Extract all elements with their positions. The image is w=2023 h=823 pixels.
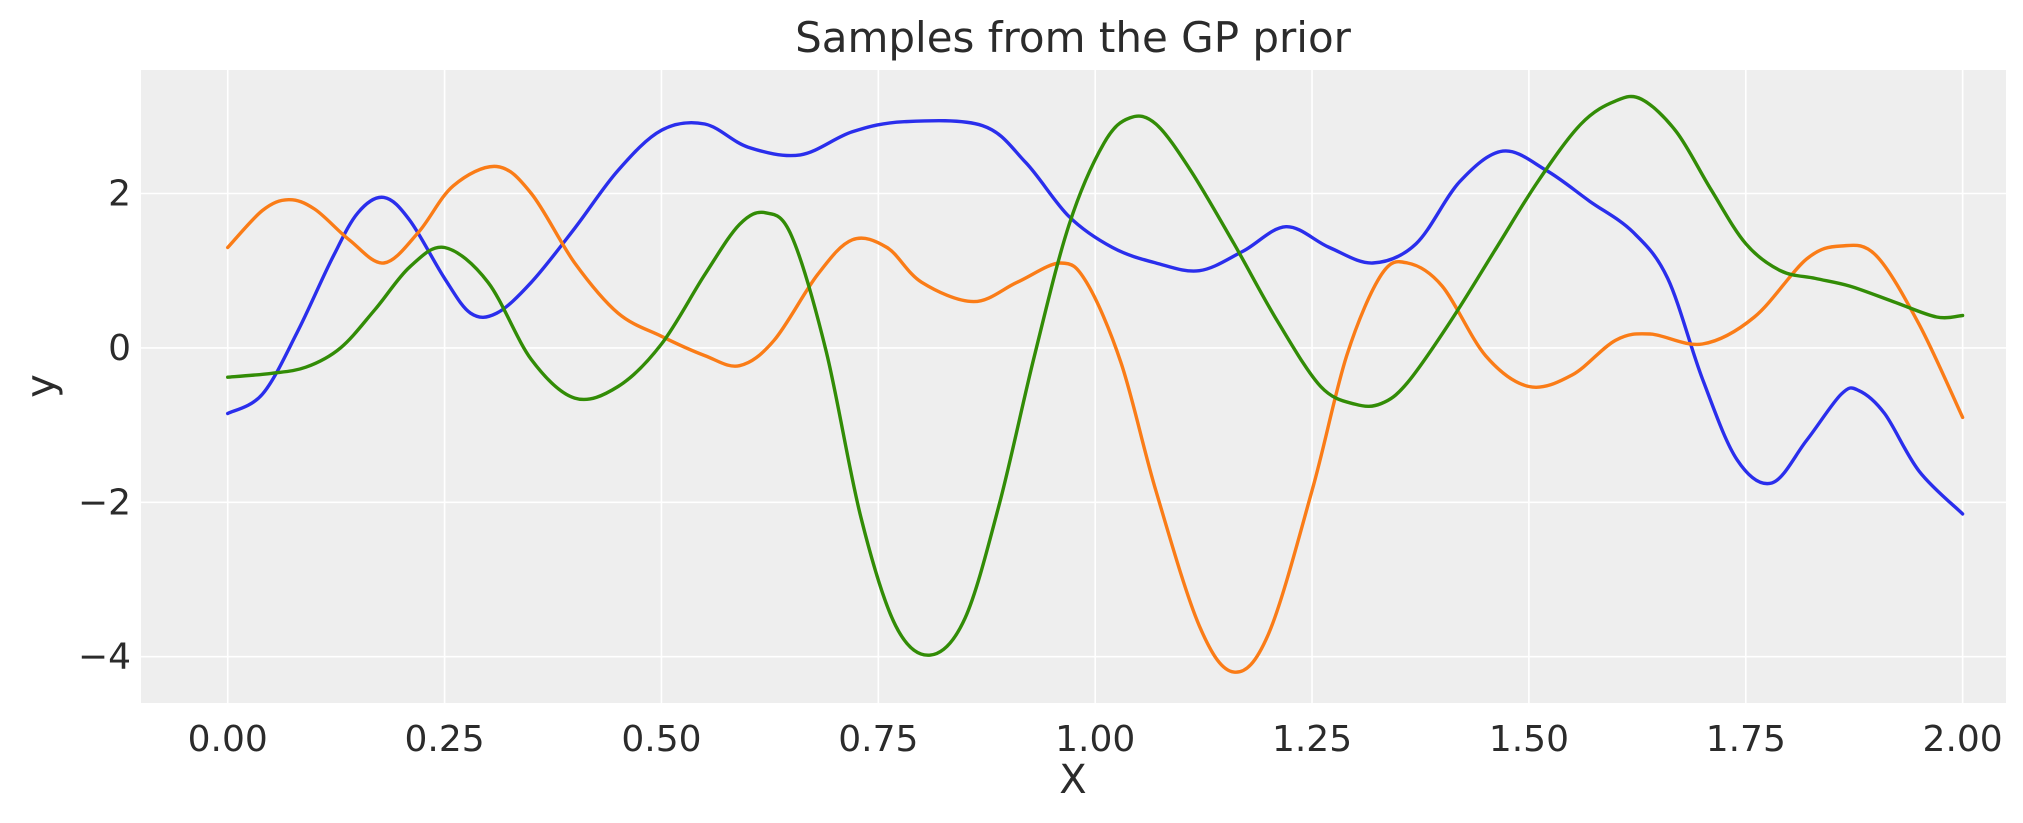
x-tick-label: 0.50 [621,719,701,760]
x-tick-label: 0.00 [188,719,268,760]
series-line-3 [226,94,1965,657]
series-line-1 [226,118,1965,516]
y-tick-label: 0 [108,328,131,369]
x-tick-label: 0.25 [405,719,485,760]
series-group [226,94,1965,674]
x-tick-labels: 0.00 0.25 0.50 0.75 1.00 1.25 1.50 1.75 2.00 [188,719,2003,760]
x-tick-label: 1.25 [1272,719,1352,760]
y-tick-label: −4 [78,637,131,678]
y-tick-label: 2 [108,174,131,215]
y-tick-label: −2 [78,482,131,523]
x-tick-label: 2.00 [1923,719,2003,760]
x-tick-label: 1.75 [1706,719,1786,760]
y-tick-labels: −4 −2 0 2 [78,174,131,678]
series-line-2 [226,164,1965,674]
chart-title: Samples from the GP prior [795,13,1352,62]
x-tick-label: 1.50 [1489,719,1569,760]
x-axis-label: X [1059,757,1086,803]
y-axis-label: y [18,374,64,398]
plot-area [141,70,2006,703]
x-tick-label: 0.75 [838,719,918,760]
grid [141,70,2006,703]
x-tick-label: 1.00 [1055,719,1135,760]
